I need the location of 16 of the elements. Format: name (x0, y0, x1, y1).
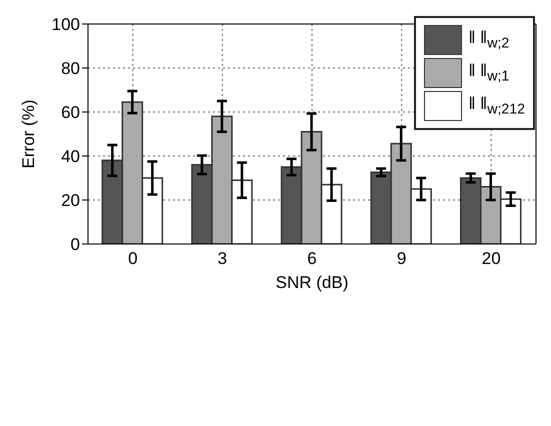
x-tick-label: 3 (218, 249, 228, 268)
y-tick-label: 0 (70, 235, 80, 254)
legend-label: ‖ ‖$_{w;2}$ (468, 28, 510, 52)
y-tick-label: 80 (61, 59, 80, 78)
x-tick-label: 0 (128, 249, 138, 268)
y-tick-label: 100 (52, 15, 80, 34)
legend-label: ‖ ‖$_{w;1}$ (468, 61, 510, 85)
x-tick-label: 9 (396, 249, 406, 268)
y-tick-label: 40 (61, 147, 80, 166)
x-tick-label: 20 (482, 249, 501, 268)
x-axis-title: SNR (dB) (276, 273, 348, 292)
y-axis-title: Error (%) (19, 100, 38, 168)
x-tick-label: 6 (307, 249, 317, 268)
legend-label: ‖ ‖$_{w;212}$ (468, 94, 525, 118)
y-tick-label: 60 (61, 103, 80, 122)
y-tick-label: 20 (61, 191, 80, 210)
